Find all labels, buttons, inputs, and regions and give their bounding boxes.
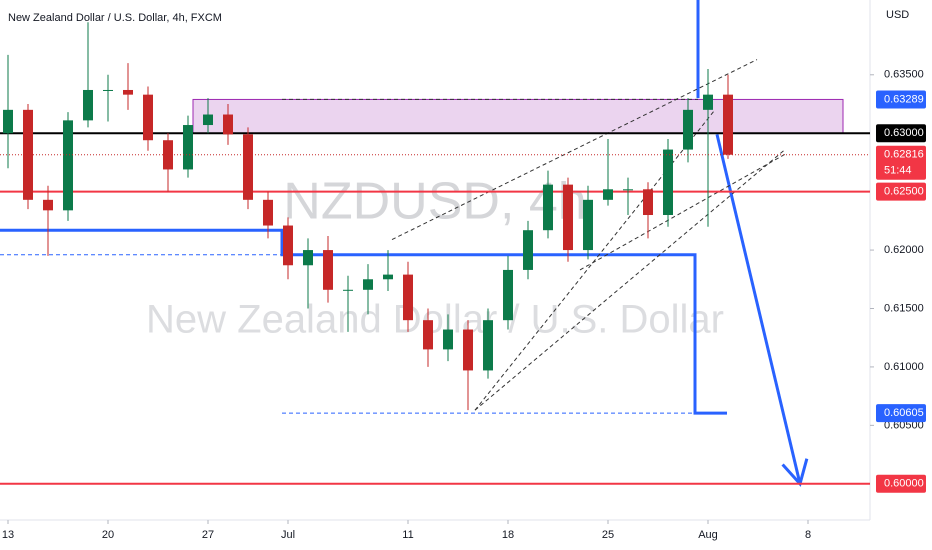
candle-body bbox=[83, 89, 93, 121]
price-tag bbox=[876, 124, 926, 143]
x-tick-label: 25 bbox=[602, 529, 614, 541]
candle-body bbox=[63, 120, 73, 211]
x-tick-label: 8 bbox=[805, 529, 811, 541]
trend-line bbox=[579, 153, 786, 271]
candle-body bbox=[703, 94, 713, 110]
price-tag-label: 0.62816 bbox=[884, 149, 924, 161]
candle-body bbox=[563, 184, 573, 251]
price-tag-label: 0.63289 bbox=[884, 93, 924, 105]
x-tick-label: Aug bbox=[698, 529, 718, 541]
candle-body bbox=[623, 189, 633, 191]
drawn-line bbox=[0, 228, 727, 415]
y-tick-label: 0.60500 bbox=[884, 419, 924, 431]
candle-body bbox=[263, 199, 273, 226]
watermark: NZDUSD, 4h bbox=[283, 173, 586, 231]
candle-body bbox=[283, 225, 293, 266]
candle-body bbox=[183, 125, 193, 170]
candle-body bbox=[583, 199, 593, 251]
price-tag bbox=[876, 145, 926, 180]
x-tick-label: 20 bbox=[102, 529, 114, 541]
candle-body bbox=[443, 329, 453, 350]
y-tick-label: 0.61000 bbox=[884, 361, 924, 373]
candle-body bbox=[323, 250, 333, 290]
candle-body bbox=[143, 94, 153, 141]
candle-body bbox=[543, 184, 553, 231]
candle-body bbox=[363, 279, 373, 290]
trend-line bbox=[474, 149, 786, 411]
trend-line bbox=[391, 59, 758, 240]
x-tick-label: 11 bbox=[402, 529, 413, 541]
candle-body bbox=[463, 329, 473, 371]
candle-body bbox=[403, 274, 413, 321]
candle-body bbox=[383, 274, 393, 280]
chart-title: New Zealand Dollar / U.S. Dollar, 4h, FX… bbox=[8, 12, 222, 24]
candle-body bbox=[343, 289, 353, 291]
price-tag bbox=[876, 474, 926, 493]
x-tick-label: Jul bbox=[281, 529, 295, 541]
drawn-line bbox=[715, 134, 802, 485]
price-tag-label: 0.60000 bbox=[884, 478, 924, 490]
candle-body bbox=[43, 199, 53, 211]
y-tick-label: 0.62000 bbox=[884, 244, 924, 256]
candle-body bbox=[523, 230, 533, 270]
zone bbox=[192, 98, 844, 134]
trend-line bbox=[474, 109, 716, 411]
x-tick-label: 18 bbox=[502, 529, 514, 541]
price-tag bbox=[876, 182, 926, 201]
x-tick-label: 27 bbox=[202, 529, 214, 541]
candle-body bbox=[243, 134, 253, 200]
y-tick-label: 0.63500 bbox=[884, 69, 924, 81]
candle-body bbox=[723, 94, 733, 155]
candle-body bbox=[503, 269, 513, 321]
candle-body bbox=[483, 320, 493, 371]
candle-body bbox=[223, 114, 233, 135]
candle-body bbox=[423, 320, 433, 350]
candle-body bbox=[203, 114, 213, 126]
candle-body bbox=[663, 149, 673, 216]
candle-body bbox=[123, 89, 133, 95]
candle-body bbox=[683, 109, 693, 150]
price-tag-label: 0.62500 bbox=[884, 186, 924, 198]
y-tick-label: 0.61500 bbox=[884, 302, 924, 314]
candle-body bbox=[603, 189, 613, 200]
price-tag-label: 0.60605 bbox=[884, 407, 924, 419]
price-tag bbox=[876, 90, 926, 109]
price-tag-label: 0.63000 bbox=[884, 127, 924, 139]
candle-body bbox=[103, 89, 113, 91]
candle-body bbox=[643, 189, 653, 216]
currency: USD bbox=[886, 9, 909, 21]
x-tick-label: 13 bbox=[2, 529, 14, 541]
candle-body bbox=[303, 250, 313, 266]
candle-body bbox=[3, 109, 13, 134]
price-tag bbox=[876, 404, 926, 423]
countdown: 51:44 bbox=[884, 165, 912, 177]
watermark-subtitle: New Zealand Dollar / U.S. Dollar bbox=[146, 298, 724, 342]
